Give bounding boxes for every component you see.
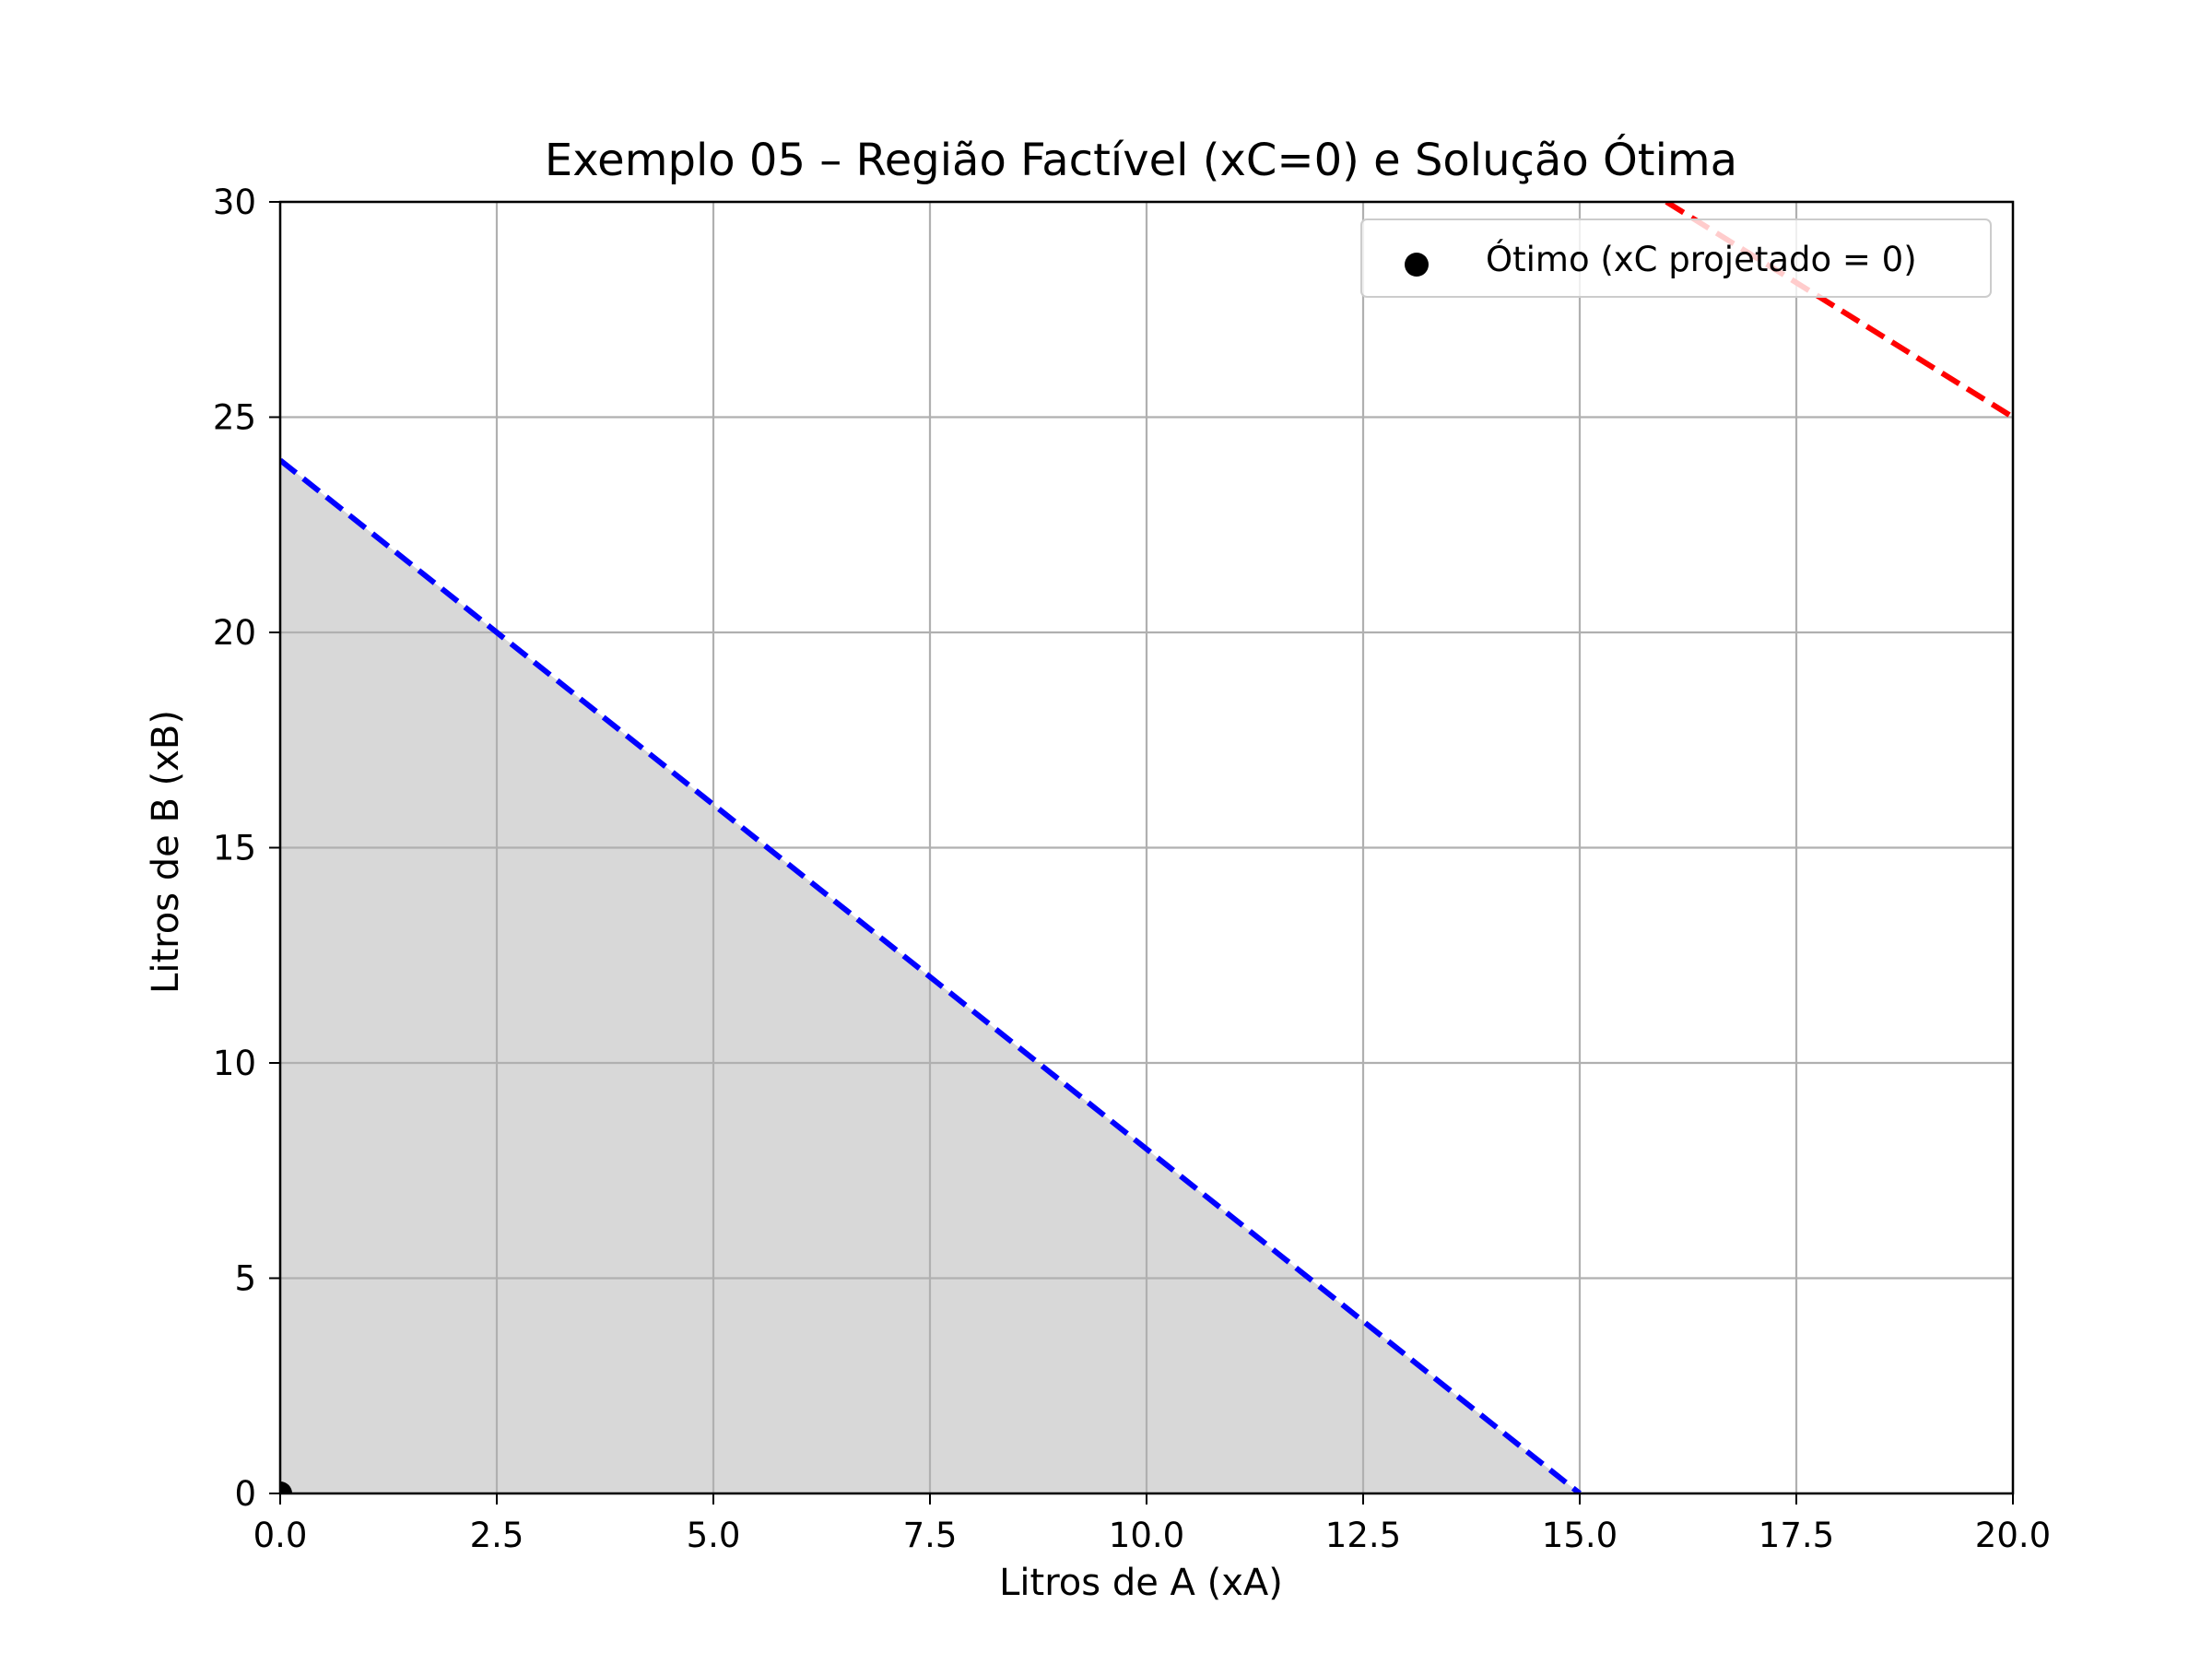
- optimum-point: [280, 1481, 292, 1493]
- x-axis-label: Litros de A (xA): [999, 1562, 1283, 1604]
- y-tick-label: 25: [213, 398, 256, 438]
- y-tick-label: 5: [234, 1259, 256, 1299]
- chart-title: Exemplo 05 – Região Factível (xC=0) e So…: [545, 134, 1737, 186]
- y-tick-label: 20: [213, 613, 256, 653]
- x-tick-label: 17.5: [1759, 1516, 1834, 1555]
- legend-box: [1360, 218, 1992, 298]
- x-tick-label: 15.0: [1542, 1516, 1618, 1555]
- series-line-1: [280, 457, 1582, 1493]
- y-axis-label: Litros de B (xB): [145, 710, 187, 994]
- legend-marker-optimum: [1405, 253, 1429, 277]
- legend-label-optimum: Ótimo (xC projetado = 0): [1486, 239, 1917, 279]
- legend: Ótimo (xC projetado = 0): [1360, 218, 1992, 298]
- x-tick-label: 0.0: [253, 1516, 308, 1555]
- y-tick-label: 15: [213, 829, 256, 868]
- x-tick-label: 20.0: [1975, 1516, 2051, 1555]
- x-tick-label: 5.0: [687, 1516, 741, 1555]
- y-tick-label: 10: [213, 1044, 256, 1083]
- x-tick-label: 10.0: [1109, 1516, 1184, 1555]
- x-tick-label: 2.5: [470, 1516, 524, 1555]
- y-tick-label: 30: [213, 183, 256, 222]
- tick-layer: 0.0 2.5 5.0 7.5 10.0 12.5 15.0 17.5 20.0 0 5 10 15 20…: [213, 183, 2051, 1555]
- x-tick-label: 7.5: [903, 1516, 958, 1555]
- x-tick-label: 12.5: [1325, 1516, 1401, 1555]
- y-tick-label: 0: [234, 1474, 256, 1514]
